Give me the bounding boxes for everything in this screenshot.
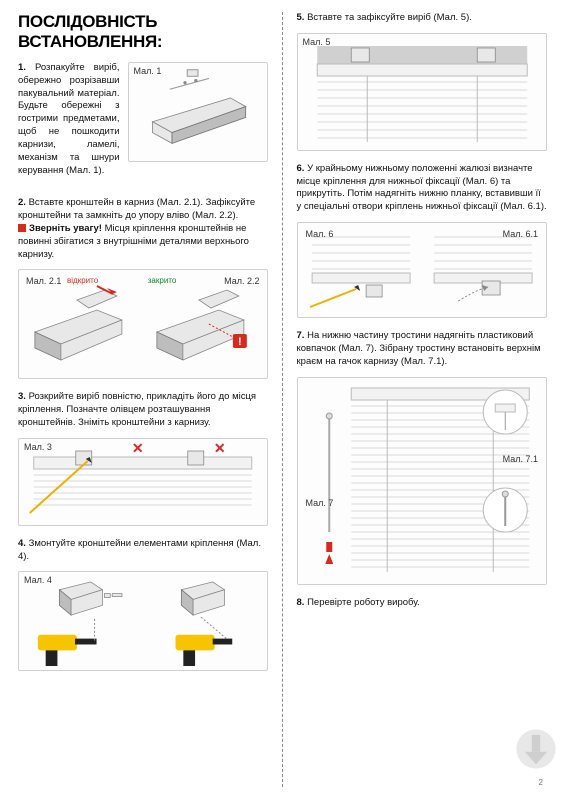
figure-6-left: Мал. 6 — [302, 227, 420, 313]
step-5-num: 5. — [297, 12, 305, 23]
step-8-num: 8. — [297, 597, 305, 608]
figure-4-label: Мал. 4 — [24, 575, 52, 585]
step-3: 3. Розкрийте виріб повністю, прикладіть … — [18, 391, 268, 429]
open-label: відкрито — [67, 276, 98, 285]
figure-1-svg — [133, 67, 263, 157]
figure-1: Мал. 1 — [128, 62, 268, 162]
figure-6: Мал. 6 Мал. 6.1 — [297, 222, 548, 318]
step-1-block: Мал. 1 1. Розпакуйте виріб, обережно роз… — [18, 62, 268, 185]
closed-label: закрито — [148, 276, 177, 285]
step-2: 2. Вставте кронштейн в карниз (Мал. 2.1)… — [18, 197, 268, 261]
figure-6-svg — [302, 227, 420, 313]
figure-4-right-svg — [145, 576, 263, 666]
figure-6-1-label: Мал. 6.1 — [503, 229, 538, 239]
figure-7-svg — [302, 382, 543, 580]
step-7-num: 7. — [297, 330, 305, 341]
warning-icon — [18, 224, 26, 232]
figure-5: Мал. 5 — [297, 33, 548, 151]
step-8: 8. Перевірте роботу виробу. — [297, 597, 548, 610]
step-3-num: 3. — [18, 391, 26, 402]
step-7: 7. На нижню частину тростини надягніть п… — [297, 330, 548, 368]
step-6-num: 6. — [297, 163, 305, 174]
figure-2-1-svg — [23, 274, 141, 374]
figure-2: Мал. 2.1 відкрито закрито Мал. 2.2 ! — [18, 269, 268, 379]
figure-2-1: Мал. 2.1 відкрито — [23, 274, 141, 374]
svg-text:✕: ✕ — [214, 443, 226, 456]
figure-6-1: Мал. 6.1 — [424, 227, 542, 313]
figure-5-svg — [302, 38, 543, 146]
page-title: ПОСЛІДОВНІСТЬ ВСТАНОВЛЕННЯ: — [18, 12, 268, 52]
figure-2-1-label: Мал. 2.1 — [26, 276, 61, 286]
figure-7: Мал. 7 Мал. 7.1 — [297, 377, 548, 585]
step-6: 6. У крайньому нижньому положенні жалюзі… — [297, 163, 548, 214]
warn-bold: Зверніть увагу! — [29, 223, 102, 234]
figure-6-label: Мал. 6 — [306, 229, 334, 239]
svg-text:!: ! — [238, 336, 242, 348]
step-5: 5. Вставте та зафіксуйте виріб (Мал. 5). — [297, 12, 548, 25]
step-4-num: 4. — [18, 538, 26, 549]
figure-4-left-svg — [23, 576, 141, 666]
step-1-num: 1. — [18, 62, 26, 73]
figure-3: Мал. 3 ✕ ✕ — [18, 438, 268, 526]
step-2-num: 2. — [18, 197, 26, 208]
figure-5-label: Мал. 5 — [303, 37, 331, 47]
right-column: 5. Вставте та зафіксуйте виріб (Мал. 5).… — [283, 12, 548, 787]
figure-3-svg: ✕ ✕ — [23, 443, 263, 521]
figure-7-1-label: Мал. 7.1 — [503, 454, 538, 464]
figure-4-right — [145, 576, 263, 666]
figure-4: Мал. 4 — [18, 571, 268, 671]
figure-6-1-svg — [424, 227, 542, 313]
figure-1-label: Мал. 1 — [134, 66, 162, 76]
page-number: 2 — [539, 778, 543, 787]
figure-4-left — [23, 576, 141, 666]
step-4: 4. Змонтуйте кронштейни елементами кріпл… — [18, 538, 268, 564]
figure-2-2-svg: ! — [145, 274, 263, 374]
figure-7-label: Мал. 7 — [306, 498, 334, 508]
figure-3-label: Мал. 3 — [24, 442, 52, 452]
left-column: ПОСЛІДОВНІСТЬ ВСТАНОВЛЕННЯ: Мал. 1 1. Ро… — [18, 12, 283, 787]
figure-2-2: закрито Мал. 2.2 ! — [145, 274, 263, 374]
svg-text:✕: ✕ — [132, 443, 144, 456]
page-root: ПОСЛІДОВНІСТЬ ВСТАНОВЛЕННЯ: Мал. 1 1. Ро… — [0, 0, 565, 799]
figure-2-2-label: Мал. 2.2 — [224, 276, 259, 286]
